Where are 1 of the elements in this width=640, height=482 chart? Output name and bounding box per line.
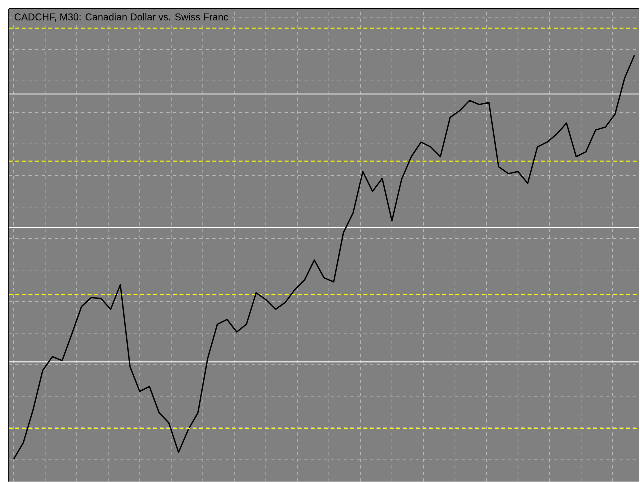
chart-title: CADCHF, M30: Canadian Dollar vs. Swiss Franc <box>14 13 228 22</box>
